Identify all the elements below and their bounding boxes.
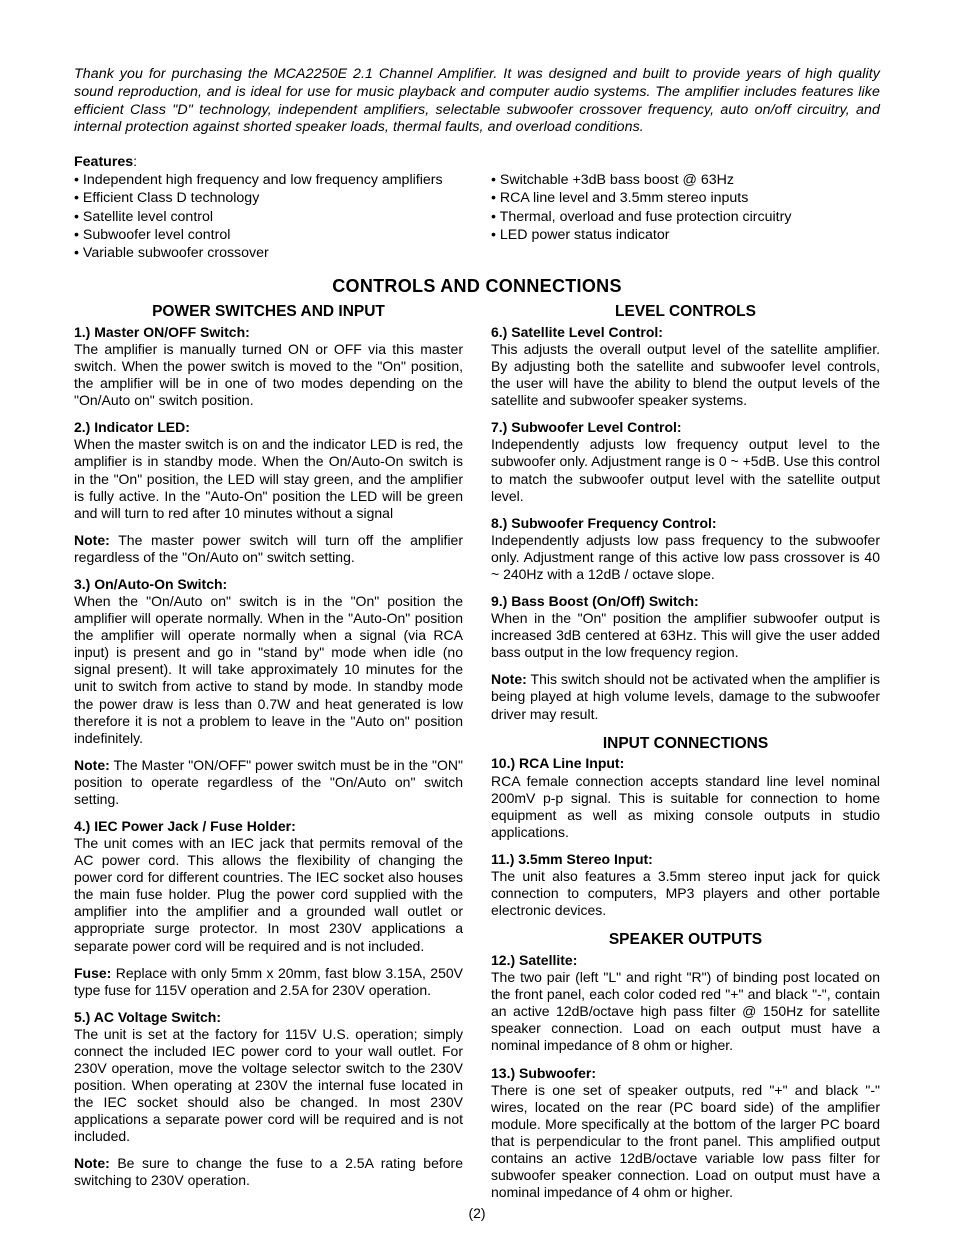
right-column: LEVEL CONTROLS 6.) Satellite Level Contr… (491, 303, 880, 1201)
item-note: Note: Be sure to change the fuse to a 2.… (74, 1155, 463, 1189)
item-heading: 2.) Indicator LED: (74, 419, 463, 436)
feature-item: • RCA line level and 3.5mm stereo inputs (491, 189, 880, 207)
feature-item: • Switchable +3dB bass boost @ 63Hz (491, 171, 880, 189)
feature-item: • Subwoofer level control (74, 226, 463, 244)
note-body: Replace with only 5mm x 20mm, fast blow … (74, 965, 463, 998)
item-heading: 12.) Satellite: (491, 952, 880, 969)
item-heading: 13.) Subwoofer: (491, 1065, 880, 1082)
features-block: Features: • Independent high frequency a… (74, 153, 880, 262)
subsection-title: SPEAKER OUTPUTS (491, 931, 880, 950)
subsection-title: LEVEL CONTROLS (491, 303, 880, 322)
feature-item: • Efficient Class D technology (74, 189, 463, 207)
item-note: Note: The Master "ON/OFF" power switch m… (74, 757, 463, 808)
features-right-col: • Switchable +3dB bass boost @ 63Hz • RC… (491, 153, 880, 262)
item-heading: 6.) Satellite Level Control: (491, 324, 880, 341)
main-columns: POWER SWITCHES AND INPUT 1.) Master ON/O… (74, 303, 880, 1201)
item-heading: 5.) AC Voltage Switch: (74, 1009, 463, 1026)
section-title: CONTROLS AND CONNECTIONS (74, 276, 880, 297)
feature-item: • Variable subwoofer crossover (74, 244, 463, 262)
note-body: The master power switch will turn off th… (74, 532, 463, 565)
item-body: Independently adjusts low pass frequency… (491, 532, 880, 583)
subsection-title: INPUT CONNECTIONS (491, 735, 880, 754)
item-heading: 1.) Master ON/OFF Switch: (74, 324, 463, 341)
item-note: Note: This switch should not be activate… (491, 671, 880, 722)
page-number: (2) (0, 1205, 954, 1221)
note-label: Note: (74, 532, 110, 548)
note-label: Note: (491, 671, 527, 687)
item-body: When in the "On" position the amplifier … (491, 610, 880, 661)
item-heading: 10.) RCA Line Input: (491, 755, 880, 772)
feature-item: • Thermal, overload and fuse protection … (491, 208, 880, 226)
manual-page: Thank you for purchasing the MCA2250E 2.… (0, 0, 954, 1241)
note-label: Note: (74, 757, 110, 773)
item-heading: 7.) Subwoofer Level Control: (491, 419, 880, 436)
note-body: Be sure to change the fuse to a 2.5A rat… (74, 1155, 463, 1188)
item-heading: 8.) Subwoofer Frequency Control: (491, 515, 880, 532)
item-heading: 11.) 3.5mm Stereo Input: (491, 851, 880, 868)
fuse-label: Fuse: (74, 965, 111, 981)
feature-item: • LED power status indicator (491, 226, 880, 244)
item-heading: 9.) Bass Boost (On/Off) Switch: (491, 593, 880, 610)
subsection-title: POWER SWITCHES AND INPUT (74, 303, 463, 322)
item-body: The two pair (left "L" and right "R") of… (491, 969, 880, 1054)
item-note: Fuse: Replace with only 5mm x 20mm, fast… (74, 965, 463, 999)
item-body: There is one set of speaker outputs, red… (491, 1082, 880, 1202)
feature-item: • Satellite level control (74, 208, 463, 226)
item-body: RCA female connection accepts standard l… (491, 773, 880, 841)
note-label: Note: (74, 1155, 110, 1171)
intro-paragraph: Thank you for purchasing the MCA2250E 2.… (74, 66, 880, 137)
note-body: This switch should not be activated when… (491, 671, 880, 721)
left-column: POWER SWITCHES AND INPUT 1.) Master ON/O… (74, 303, 463, 1201)
features-heading: Features (74, 154, 133, 170)
item-heading: 3.) On/Auto-On Switch: (74, 576, 463, 593)
item-note: Note: The master power switch will turn … (74, 532, 463, 566)
item-body: Independently adjusts low frequency outp… (491, 436, 880, 504)
features-left-col: Features: • Independent high frequency a… (74, 153, 463, 262)
feature-item: • Independent high frequency and low fre… (74, 171, 463, 189)
note-body: The Master "ON/OFF" power switch must be… (74, 757, 463, 807)
item-body: When the master switch is on and the ind… (74, 436, 463, 521)
item-body: The unit is set at the factory for 115V … (74, 1026, 463, 1146)
item-body: The unit also features a 3.5mm stereo in… (491, 868, 880, 919)
item-body: When the "On/Auto on" switch is in the "… (74, 593, 463, 747)
item-body: The unit comes with an IEC jack that per… (74, 835, 463, 955)
item-body: The amplifier is manually turned ON or O… (74, 341, 463, 409)
item-body: This adjusts the overall output level of… (491, 341, 880, 409)
item-heading: 4.) IEC Power Jack / Fuse Holder: (74, 818, 463, 835)
